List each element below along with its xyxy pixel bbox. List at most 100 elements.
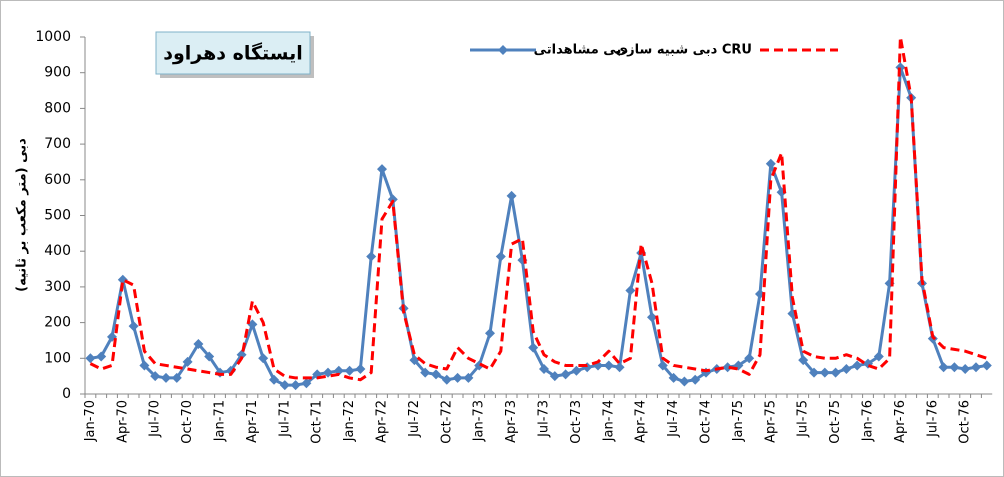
x-tick-label: Oct-76 — [958, 400, 973, 444]
y-tick-label: 0 — [62, 386, 71, 402]
data-point — [161, 372, 171, 383]
chart-title: ایستگاه دهراود — [163, 42, 303, 65]
data-point — [603, 360, 614, 371]
data-point — [387, 194, 398, 205]
data-point — [971, 362, 981, 373]
x-tick-label: Apr-75 — [763, 400, 778, 443]
data-point — [722, 362, 733, 373]
x-tick-label: Apr-74 — [634, 400, 649, 443]
x-tick-label: Oct-73 — [569, 400, 584, 444]
data-point — [744, 353, 755, 364]
data-point — [614, 362, 625, 373]
x-tick-label: Oct-72 — [439, 400, 454, 444]
data-point — [236, 349, 247, 360]
data-point — [798, 355, 809, 366]
data-point — [171, 372, 182, 383]
data-point — [571, 365, 582, 376]
data-point — [128, 321, 139, 332]
data-point — [431, 369, 441, 380]
x-tick-label: Oct-70 — [180, 400, 195, 444]
data-point — [139, 360, 150, 371]
data-point — [323, 367, 333, 378]
x-tick-label: Jan-71 — [213, 400, 228, 442]
x-tick-label: Jan-76 — [861, 400, 876, 442]
x-tick-label: Jan-70 — [83, 400, 98, 442]
data-point — [355, 364, 366, 375]
y-tick-label: 500 — [44, 208, 71, 224]
data-point — [420, 367, 431, 378]
data-point — [841, 364, 852, 375]
data-point — [549, 371, 560, 382]
data-point — [485, 328, 495, 339]
data-point — [269, 374, 279, 385]
data-point — [344, 365, 355, 376]
data-point — [765, 158, 776, 169]
y-tick-label: 200 — [44, 315, 71, 331]
legend-label: دبی شبیه سازی CRU — [615, 43, 752, 58]
y-tick-label: 900 — [44, 65, 71, 81]
data-point — [528, 342, 539, 353]
data-point — [150, 371, 161, 382]
data-point — [377, 164, 387, 175]
x-tick-label: Jul-74 — [666, 400, 681, 438]
data-point — [679, 376, 690, 387]
data-point — [539, 364, 549, 375]
data-point — [85, 353, 96, 364]
x-tick-label: Jul-76 — [925, 400, 940, 438]
x-tick-label: Apr-72 — [375, 400, 390, 443]
data-point — [204, 351, 215, 362]
x-tick-label: Jan-72 — [342, 400, 357, 442]
data-point — [668, 372, 679, 383]
data-point — [938, 362, 949, 373]
y-tick-label: 400 — [44, 243, 71, 259]
series-line — [89, 35, 988, 382]
data-point — [830, 367, 841, 378]
legend-label: دبی مشاهداتی — [534, 43, 629, 58]
data-point — [981, 360, 992, 371]
x-tick-label: Apr-71 — [245, 400, 260, 443]
x-tick-label: Apr-70 — [115, 400, 130, 443]
data-point — [960, 364, 971, 375]
x-tick-label: Jul-71 — [277, 400, 292, 438]
y-tick-label: 300 — [44, 279, 71, 295]
data-point — [506, 190, 517, 201]
x-tick-label: Jan-74 — [601, 400, 616, 442]
data-point — [852, 360, 863, 371]
data-point — [560, 369, 571, 380]
y-tick-label: 100 — [44, 350, 71, 366]
data-point — [290, 380, 301, 391]
x-tick-label: Jul-72 — [407, 400, 422, 438]
x-tick-label: Jul-75 — [796, 400, 811, 438]
data-point — [474, 360, 485, 371]
data-point — [182, 356, 193, 367]
data-point — [409, 355, 420, 366]
data-point — [301, 378, 312, 389]
y-tick-label: 800 — [44, 100, 71, 116]
data-point — [819, 367, 830, 378]
data-point — [949, 362, 960, 373]
data-point — [657, 360, 668, 371]
data-point — [441, 374, 452, 385]
legend-marker — [498, 45, 508, 55]
data-point — [193, 339, 204, 350]
x-tick-label: Apr-76 — [893, 400, 908, 443]
y-tick-label: 700 — [44, 136, 71, 152]
x-tick-label: Jan-75 — [731, 400, 746, 442]
y-tick-label: 600 — [44, 172, 71, 188]
title-box — [155, 31, 311, 75]
data-point — [452, 372, 463, 383]
x-tick-label: Oct-75 — [828, 400, 843, 444]
data-point — [690, 374, 701, 385]
x-tick-label: Jul-73 — [537, 400, 552, 438]
data-point — [625, 285, 636, 296]
y-tick-label: 1000 — [35, 29, 71, 45]
x-tick-label: Jul-70 — [148, 400, 163, 438]
data-point — [647, 312, 657, 323]
data-point — [366, 251, 377, 262]
y-axis-title: دبی (متر مکعب بر ثانیه) — [15, 138, 30, 292]
data-point — [809, 367, 819, 378]
data-point — [96, 351, 107, 362]
x-tick-label: Jan-73 — [472, 400, 487, 442]
